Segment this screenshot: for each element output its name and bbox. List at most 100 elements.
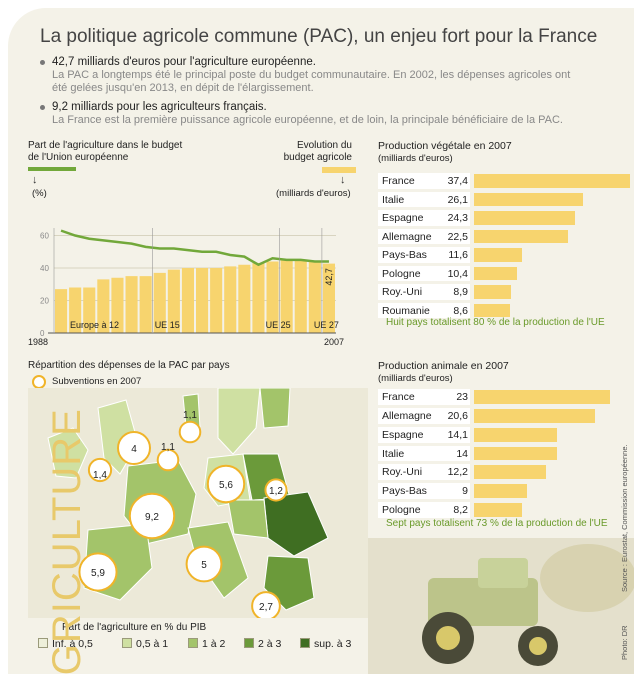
category-label: Roy.-Uni [382, 286, 423, 298]
row-background [378, 191, 470, 207]
y-tick-label: 0 [40, 329, 45, 338]
production-bar [474, 285, 512, 299]
row-background [378, 483, 470, 500]
value-label: 26,1 [447, 193, 468, 206]
side-word: AGRICULTURE [44, 408, 89, 674]
bubble-value-label: 5 [201, 560, 207, 571]
bubble-value-label: 9,2 [145, 512, 159, 523]
production-bar [474, 248, 523, 262]
bubble-value-label: 5,6 [219, 480, 233, 491]
budget-bar [280, 259, 293, 333]
budget-bar [210, 268, 223, 333]
subsidy-bubble [128, 492, 176, 540]
keyfact-heading: 9,2 milliards pour les agriculteurs fran… [52, 101, 267, 113]
subsidy-bubble [78, 552, 118, 592]
subsidy-bubble [264, 478, 288, 502]
left-unit: (%) [32, 188, 47, 199]
infographic-frame: La politique agricole commune (PAC), un … [8, 8, 634, 674]
vegetal-unit: (milliards d'euros) [378, 153, 453, 164]
value-label: 24,3 [447, 212, 468, 224]
pib-class-label: 0,5 à 1 [136, 638, 169, 650]
production-bar [474, 408, 596, 423]
category-label: Pays-Bas [382, 485, 427, 498]
category-label: France [382, 391, 415, 403]
category-label: Pays-Bas [382, 249, 427, 261]
budget-bar [196, 268, 209, 333]
budget-bar [97, 279, 110, 333]
budget-bar [181, 268, 194, 333]
photo-credit: Photo: DR [620, 625, 629, 660]
animal-bar-chart: France 23 Allemagne 20,6 Espagne 14,1 Italie 14… [374, 388, 632, 520]
budget-bar [322, 263, 335, 333]
bullet-icon [40, 60, 45, 65]
row-background [378, 426, 470, 443]
map-title: Répartition des dépenses de la PAC par p… [28, 360, 230, 371]
arrow-down-icon: ↓ [32, 174, 38, 186]
pib-legend-item: sup. à 3 [300, 638, 351, 650]
animal-note: Sept pays totalisent 73 % de la producti… [386, 518, 608, 529]
category-label: Allemagne [382, 409, 432, 422]
production-bar [474, 446, 557, 461]
pib-swatch [122, 638, 132, 648]
animal-unit: (milliards d'euros) [378, 373, 453, 384]
budget-bar [153, 272, 166, 333]
y-tick-label: 60 [40, 232, 49, 241]
pib-legend-item: 0,5 à 1 [122, 638, 168, 650]
pib-swatch [188, 638, 198, 648]
row-background [378, 464, 470, 481]
share-line [60, 229, 329, 267]
row-background [378, 389, 470, 405]
pib-class-label: 1 à 2 [202, 638, 226, 650]
pib-legend-item: Inf. à 0,5 [38, 638, 93, 650]
category-label: Italie [382, 447, 405, 460]
value-label: 8,9 [453, 286, 468, 298]
category-label: Pologne [382, 267, 421, 280]
keyfact-2: 9,2 milliards pour les agriculteurs fran… [40, 101, 572, 127]
subsidy-bubble [87, 457, 113, 483]
keyfact-1: 42,7 milliards d'euros pour l'agricultur… [40, 56, 572, 95]
production-bar [474, 503, 523, 517]
x-tick-label: 2007 [324, 337, 344, 347]
row-background [378, 284, 470, 300]
row-background [378, 302, 470, 318]
budget-bar [125, 276, 138, 333]
subsidy-bubble [185, 545, 223, 583]
value-label: 10,4 [447, 267, 468, 280]
production-bar [474, 192, 583, 206]
bullet-icon [40, 105, 45, 110]
bar-legend-swatch [322, 167, 356, 173]
budget-evolution-label: Evolution du budget agricole [283, 140, 352, 163]
row-background [378, 502, 470, 518]
category-label: Roy.-Uni [382, 466, 423, 479]
budget-bar [83, 287, 96, 333]
production-bar [474, 174, 630, 188]
budget-bar [252, 263, 265, 333]
pib-class-label: Inf. à 0,5 [52, 638, 93, 650]
bubble-value-label: 1,1 [183, 410, 197, 421]
row-background [378, 228, 470, 244]
bubble-value-label: 1,1 [161, 442, 175, 453]
animal-title: Production animale en 2007 [378, 360, 509, 372]
value-label: 22,5 [447, 230, 468, 243]
pib-class-label: 2 à 3 [258, 638, 282, 650]
pib-swatch [38, 638, 48, 648]
value-label: 14,1 [447, 428, 468, 441]
category-label: Espagne [382, 212, 424, 224]
budget-chart: 0 20 40 60 1988 2007 42,7 Europe à 12 UE 15 UE 25… [28, 228, 344, 347]
period-annotation: UE 15 [155, 320, 180, 330]
budget-bar [266, 261, 279, 333]
europe-map: 1,1 4 1,1 1,4 5,6 1,2 9,2 5,9 5 2,7 [28, 388, 368, 618]
end-value-label: 42,7 [324, 268, 334, 286]
row-background [378, 265, 470, 281]
keyfact-heading: 42,7 milliards d'euros pour l'agricultur… [52, 56, 316, 68]
budget-bar [238, 264, 251, 333]
vegetal-note: Huit pays totalisent 80 % de la producti… [386, 317, 605, 328]
value-label: 20,6 [447, 409, 468, 422]
period-annotation: Europe à 12 [70, 320, 119, 330]
value-label: 14 [456, 447, 468, 460]
production-bar [474, 484, 528, 499]
period-annotation: UE 27 [314, 320, 339, 330]
bubble-value-label: 1,4 [93, 470, 107, 481]
vegetal-bar-chart: France 37,4 Italie 26,1 Espagne 24,3 Allemagne… [374, 172, 632, 320]
pib-swatch [244, 638, 254, 648]
